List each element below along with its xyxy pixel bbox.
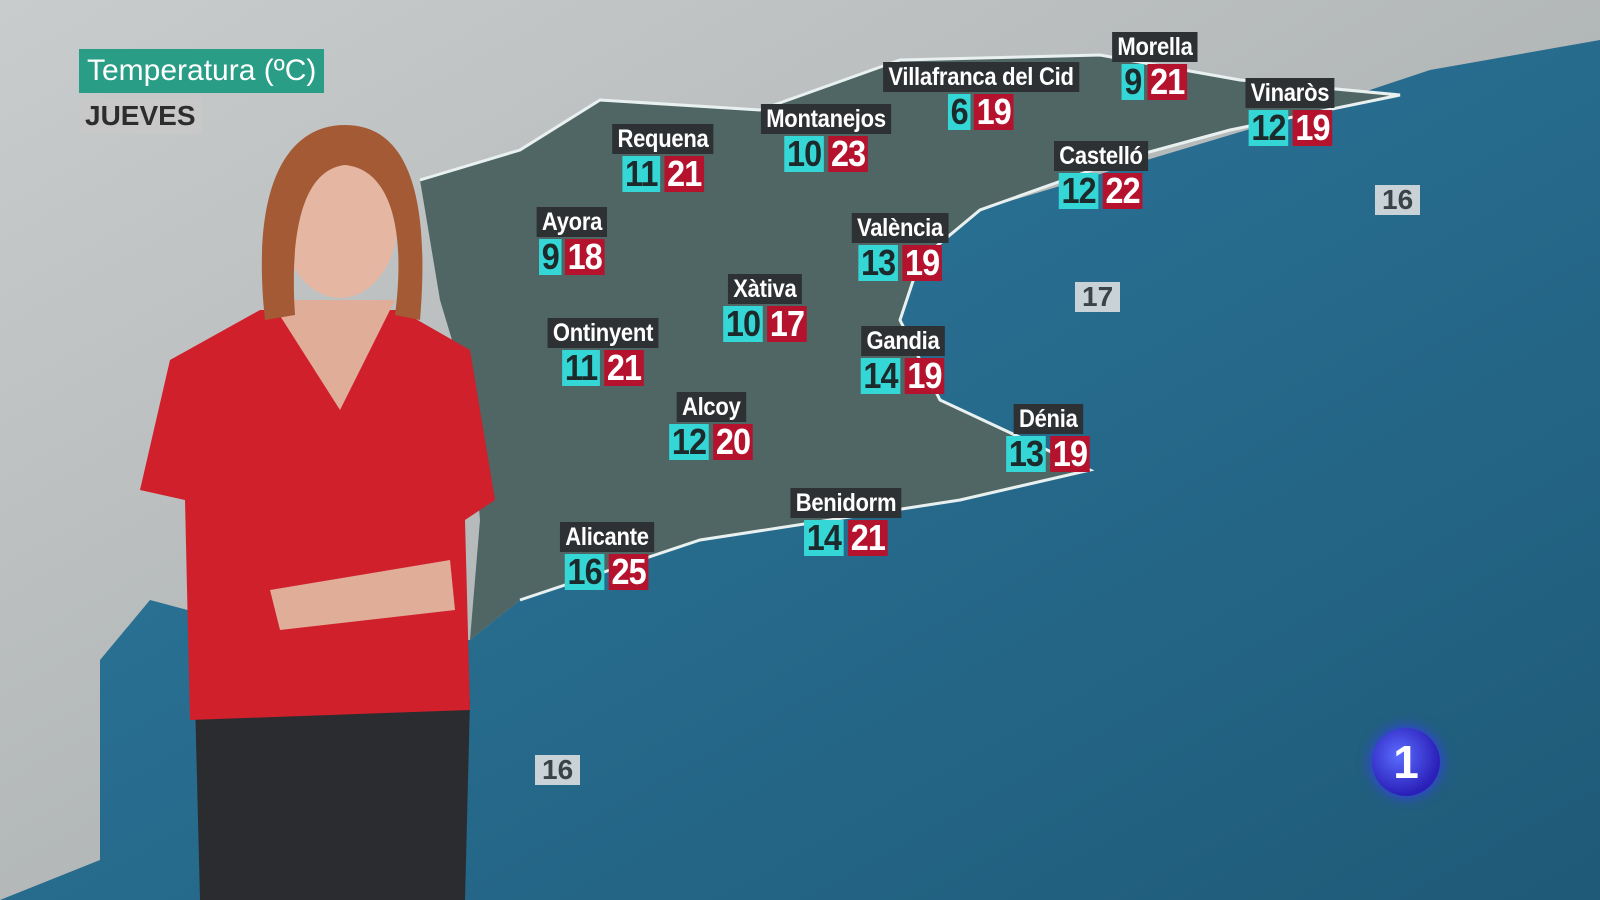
city-name: Ontinyent xyxy=(547,318,659,348)
city-name: Gandia xyxy=(861,326,945,356)
city-name: Benidorm xyxy=(790,488,902,518)
min-temp: 9 xyxy=(1121,64,1145,100)
city-denia: Dénia 13 19 xyxy=(1004,404,1092,472)
city-castello: Castelló 12 22 xyxy=(1048,141,1155,209)
city-ontinyent: Ontinyent 11 21 xyxy=(540,318,666,386)
map-title: Temperatura (ºC) xyxy=(79,49,325,93)
city-benidorm: Benidorm 14 21 xyxy=(783,488,909,556)
max-temp: 22 xyxy=(1103,173,1143,209)
city-requena: Requena 11 21 xyxy=(605,124,720,192)
presenter-legs xyxy=(195,700,470,900)
city-villafranca: Villafranca del Cid 6 19 xyxy=(870,62,1093,130)
city-name: Requena xyxy=(612,124,714,154)
max-temp: 17 xyxy=(767,306,807,342)
max-temp: 21 xyxy=(604,350,644,386)
max-temp: 25 xyxy=(609,554,649,590)
presenter-shirt xyxy=(140,310,495,720)
city-gandia: Gandia 14 19 xyxy=(856,326,951,394)
min-temp: 12 xyxy=(1059,173,1099,209)
max-temp: 19 xyxy=(1050,436,1090,472)
tve-channel-1-logo: 1 xyxy=(1372,728,1440,796)
presenter-neck xyxy=(270,300,395,410)
max-temp: 19 xyxy=(1292,110,1332,146)
min-temp: 12 xyxy=(669,424,709,460)
min-temp: 6 xyxy=(947,94,971,130)
min-temp: 9 xyxy=(538,239,562,275)
min-temp: 13 xyxy=(1006,436,1046,472)
city-name: Villafranca del Cid xyxy=(883,62,1079,92)
city-name: Dénia xyxy=(1013,404,1083,434)
max-temp: 23 xyxy=(828,136,868,172)
max-temp: 19 xyxy=(902,245,942,281)
max-temp: 21 xyxy=(848,520,888,556)
max-temp: 20 xyxy=(713,424,753,460)
min-temp: 16 xyxy=(565,554,605,590)
city-name: Alicante xyxy=(559,522,655,552)
city-morella: Morella 9 21 xyxy=(1106,32,1203,100)
city-alcoy: Alcoy 12 20 xyxy=(667,392,755,460)
forecast-day: JUEVES xyxy=(79,98,202,134)
city-name: Alcoy xyxy=(676,392,746,422)
city-name: Xàtiva xyxy=(728,274,802,304)
city-name: Morella xyxy=(1112,32,1198,62)
min-temp: 14 xyxy=(861,358,901,394)
max-temp: 21 xyxy=(1147,64,1188,100)
max-temp: 21 xyxy=(664,156,704,192)
presenter-hair xyxy=(261,125,423,320)
city-valencia: València 13 19 xyxy=(845,213,955,281)
city-xativa: Xàtiva 10 17 xyxy=(721,274,809,342)
max-temp: 19 xyxy=(905,358,945,394)
city-ayora: Ayora 9 18 xyxy=(532,207,612,275)
city-vinaros: Vinaròs 12 19 xyxy=(1239,78,1340,146)
min-temp: 14 xyxy=(804,520,844,556)
presenter-hands xyxy=(270,560,455,630)
city-montanejos: Montanejos 10 23 xyxy=(752,104,900,172)
min-temp: 11 xyxy=(622,156,660,192)
city-alicante: Alicante 16 25 xyxy=(554,522,661,590)
sea-temp-center: 17 xyxy=(1075,282,1121,312)
sea-temp-northeast: 16 xyxy=(1375,185,1421,215)
min-temp: 13 xyxy=(858,245,898,281)
max-temp: 19 xyxy=(973,94,1014,130)
city-name: València xyxy=(851,213,949,243)
max-temp: 18 xyxy=(564,239,605,275)
city-name: Montanejos xyxy=(760,104,892,134)
min-temp: 10 xyxy=(784,136,824,172)
city-name: Vinaròs xyxy=(1245,78,1335,108)
city-name: Castelló xyxy=(1053,141,1149,171)
sea-temp-south: 16 xyxy=(535,755,581,785)
min-temp: 11 xyxy=(562,350,600,386)
city-name: Ayora xyxy=(536,207,608,237)
min-temp: 12 xyxy=(1248,110,1288,146)
min-temp: 10 xyxy=(723,306,763,342)
